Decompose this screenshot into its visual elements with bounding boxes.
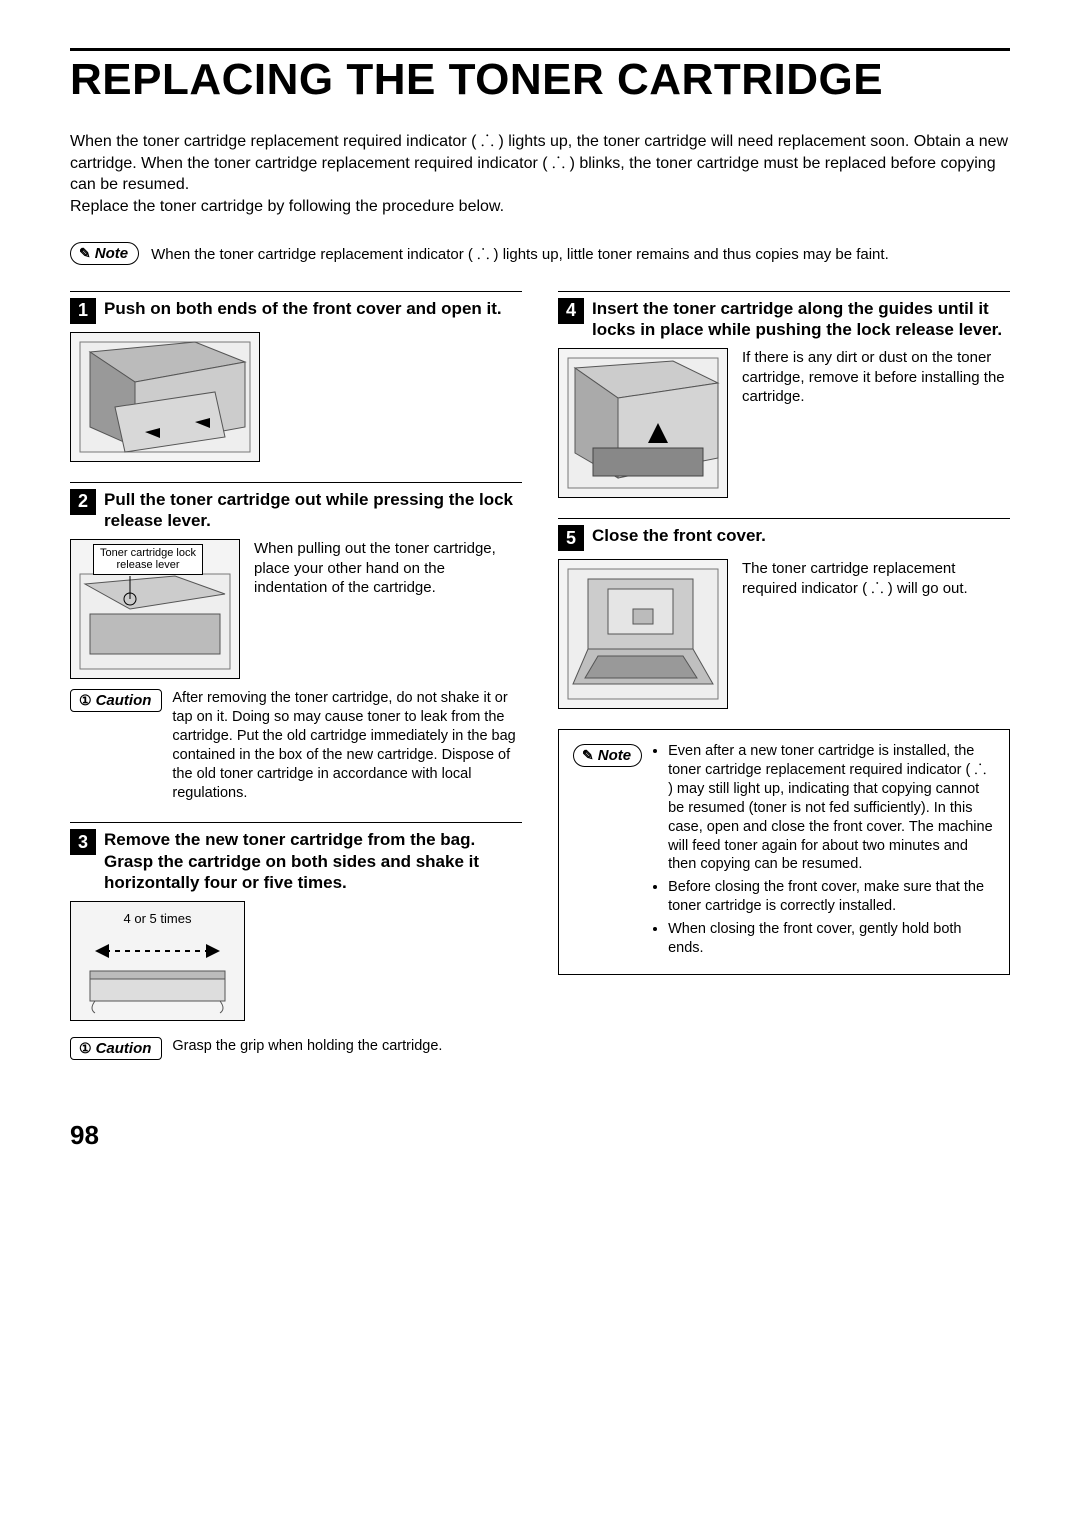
- step-number: 2: [70, 489, 96, 515]
- step-2: 2 Pull the toner cartridge out while pre…: [70, 482, 522, 803]
- page-number: 98: [70, 1120, 1010, 1151]
- page-title: REPLACING THE TONER CARTRIDGE: [70, 57, 1010, 103]
- shake-caption: 4 or 5 times: [124, 907, 192, 926]
- step-5-side-text: The toner cartridge replacement required…: [742, 559, 1010, 598]
- figure-callout-label: Toner cartridge lock release lever: [93, 544, 203, 574]
- step-title: Close the front cover.: [592, 525, 766, 546]
- step-title: Remove the new toner cartridge from the …: [104, 829, 522, 893]
- intro-paragraph: When the toner cartridge replacement req…: [70, 131, 1010, 217]
- top-horizontal-rule: [70, 48, 1010, 51]
- step-title: Push on both ends of the front cover and…: [104, 298, 502, 319]
- bottom-note-box: ✎ Note Even after a new toner cartridge …: [558, 729, 1010, 974]
- step-5: 5 Close the front cover. The toner cartr…: [558, 518, 1010, 709]
- caution-label: Caution: [96, 692, 152, 709]
- step-3-figure: 4 or 5 times: [70, 901, 245, 1021]
- right-column: 4 Insert the toner cartridge along the g…: [558, 291, 1010, 1080]
- note-bullet: When closing the front cover, gently hol…: [668, 920, 995, 958]
- caution-text: After removing the toner cartridge, do n…: [172, 689, 522, 802]
- step-number: 4: [558, 298, 584, 324]
- note-bullet: Even after a new toner cartridge is inst…: [668, 742, 995, 874]
- step-number: 1: [70, 298, 96, 324]
- caution-label: Caution: [96, 1040, 152, 1057]
- step-4: 4 Insert the toner cartridge along the g…: [558, 291, 1010, 499]
- caution-text: Grasp the grip when holding the cartridg…: [172, 1037, 442, 1056]
- top-note-text: When the toner cartridge replacement ind…: [151, 242, 889, 265]
- step-1: 1 Push on both ends of the front cover a…: [70, 291, 522, 462]
- step-3: 3 Remove the new toner cartridge from th…: [70, 822, 522, 1060]
- step-number: 5: [558, 525, 584, 551]
- pencil-icon: ✎: [79, 245, 91, 262]
- step-title: Pull the toner cartridge out while press…: [104, 489, 522, 532]
- caution-icon: ①: [79, 1040, 92, 1057]
- caution-icon: ①: [79, 692, 92, 709]
- step-5-figure: [558, 559, 728, 709]
- step-4-side-text: If there is any dirt or dust on the tone…: [742, 348, 1010, 407]
- two-column-layout: 1 Push on both ends of the front cover a…: [70, 291, 1010, 1080]
- step-2-figure: Toner cartridge lock release lever: [70, 539, 240, 679]
- step-2-caution: ① Caution After removing the toner cartr…: [70, 689, 522, 802]
- caution-badge: ① Caution: [70, 1037, 162, 1060]
- step-title: Insert the toner cartridge along the gui…: [592, 298, 1010, 341]
- step-2-side-text: When pulling out the toner cartridge, pl…: [254, 539, 522, 598]
- note-badge: ✎ Note: [70, 242, 139, 265]
- top-note: ✎ Note When the toner cartridge replacem…: [70, 242, 1010, 265]
- step-3-caution: ① Caution Grasp the grip when holding th…: [70, 1037, 522, 1060]
- caution-badge: ① Caution: [70, 689, 162, 712]
- step-4-figure: [558, 348, 728, 498]
- note-bullet: Before closing the front cover, make sur…: [668, 878, 995, 916]
- note-badge-label: Note: [95, 245, 128, 262]
- step-number: 3: [70, 829, 96, 855]
- left-column: 1 Push on both ends of the front cover a…: [70, 291, 522, 1080]
- note-bullet-list: Even after a new toner cartridge is inst…: [654, 742, 995, 961]
- note-badge-label: Note: [598, 747, 631, 764]
- step-1-figure: [70, 332, 260, 462]
- pencil-icon: ✎: [582, 747, 594, 764]
- note-badge: ✎ Note: [573, 744, 642, 767]
